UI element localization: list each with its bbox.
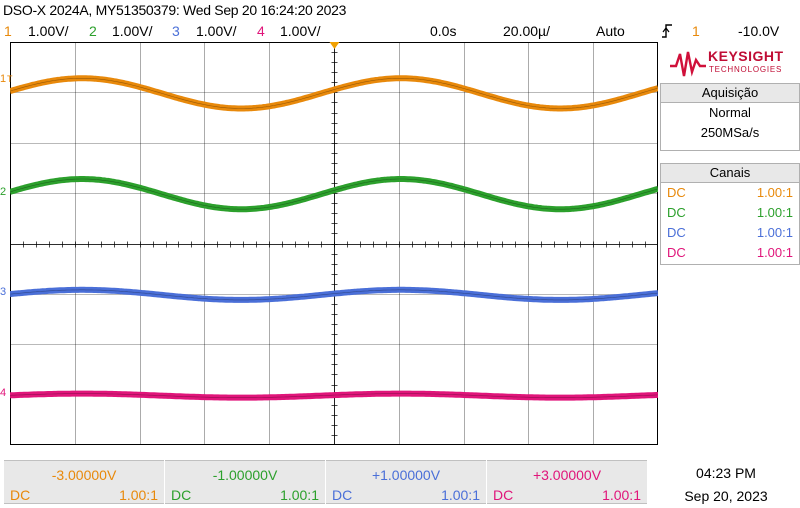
sample-rate: 250MSa/s bbox=[700, 125, 760, 140]
ch2-bottom-ratio: 1.00:1 bbox=[280, 487, 319, 503]
ch2-scale[interactable]: 1.00V/ bbox=[112, 23, 153, 39]
brand-sub: TECHNOLOGIES bbox=[709, 65, 783, 74]
ch1-ground-marker[interactable]: 1 bbox=[0, 73, 6, 85]
ch2-ground-marker[interactable]: 2 bbox=[0, 186, 6, 198]
ch2-waveform bbox=[9, 176, 659, 213]
channels-row-2[interactable]: DC 1.00:1 bbox=[661, 203, 799, 223]
trigger-mode[interactable]: Auto bbox=[596, 23, 625, 39]
acquisition-header: Aquisição bbox=[661, 84, 799, 103]
ch3-ground-marker[interactable]: 3 bbox=[0, 286, 6, 298]
rising-edge-icon[interactable] bbox=[661, 22, 673, 43]
ch4-scale[interactable]: 1.00V/ bbox=[280, 23, 321, 39]
ch3-waveform-noise bbox=[9, 289, 659, 301]
ch1-offset-softkey[interactable]: -3.00000V DC 1.00:1 bbox=[4, 460, 164, 504]
clock-time: 04:23 PM bbox=[696, 465, 756, 481]
trigger-marker-label: T bbox=[7, 74, 13, 84]
ch2-marker-label: 2 bbox=[0, 186, 7, 198]
ch1-waveform bbox=[9, 75, 659, 112]
ch1-bottom-coupling: DC bbox=[10, 487, 31, 503]
timebase[interactable]: 20.00µ/ bbox=[503, 23, 550, 39]
ch1-offset: -3.00000V bbox=[51, 467, 117, 483]
ch1-marker-label: 1 bbox=[0, 73, 7, 85]
ch4-bottom-ratio: 1.00:1 bbox=[602, 487, 641, 503]
ch4-bottom-coupling: DC bbox=[493, 487, 514, 503]
ch3-waveform bbox=[9, 286, 659, 303]
ch2-coupling: DC bbox=[667, 205, 686, 220]
channels-row-3[interactable]: DC 1.00:1 bbox=[661, 223, 799, 243]
ch3-offset-softkey[interactable]: +1.00000V DC 1.00:1 bbox=[326, 460, 486, 504]
ch4-number[interactable]: 4 bbox=[257, 23, 265, 39]
trigger-level[interactable]: -10.0V bbox=[738, 23, 780, 39]
ch1-bottom-ratio: 1.00:1 bbox=[119, 487, 158, 503]
ch1-scale[interactable]: 1.00V/ bbox=[28, 23, 69, 39]
ch1-number[interactable]: 1 bbox=[4, 23, 12, 39]
ch4-waveform bbox=[9, 390, 659, 401]
ch4-ground-marker[interactable]: 4 bbox=[0, 387, 6, 399]
ch3-coupling: DC bbox=[667, 225, 686, 240]
ch3-marker-label: 3 bbox=[0, 286, 7, 298]
channel-scale-bar: 1 1.00V/ 2 1.00V/ 3 1.00V/ 4 1.00V/ 0.0s… bbox=[0, 22, 800, 42]
trigger-level-marker[interactable]: T bbox=[7, 74, 13, 84]
ch4-probe-ratio: 1.00:1 bbox=[756, 245, 793, 260]
graticule bbox=[9, 42, 659, 446]
waveform-display[interactable] bbox=[9, 42, 659, 446]
channels-header: Canais bbox=[661, 164, 799, 183]
ch3-probe-ratio: 1.00:1 bbox=[756, 225, 793, 240]
clock-date: Sep 20, 2023 bbox=[684, 488, 768, 504]
ch1-probe-ratio: 1.00:1 bbox=[756, 185, 793, 200]
ch2-waveform-noise bbox=[9, 178, 659, 210]
brand-name: KEYSIGHT bbox=[708, 48, 784, 64]
trigger-position-marker bbox=[329, 42, 340, 49]
time-delay[interactable]: 0.0s bbox=[430, 23, 457, 39]
ch4-offset-softkey[interactable]: +3.00000V DC 1.00:1 bbox=[487, 460, 647, 504]
ch1-coupling: DC bbox=[667, 185, 686, 200]
ch2-probe-ratio: 1.00:1 bbox=[756, 205, 793, 220]
title-bar: DSO-X 2024A, MY51350379: Wed Sep 20 16:2… bbox=[0, 0, 800, 22]
channels-row-4[interactable]: DC 1.00:1 bbox=[661, 243, 799, 263]
ch4-marker-label: 4 bbox=[0, 387, 7, 399]
softkey-bar: -3.00000V DC 1.00:1 -1.00000V DC 1.00:1 … bbox=[0, 456, 800, 504]
ch3-scale[interactable]: 1.00V/ bbox=[196, 23, 237, 39]
ch2-offset-softkey[interactable]: -1.00000V DC 1.00:1 bbox=[165, 460, 325, 504]
keysight-wave-icon bbox=[670, 51, 706, 77]
acquisition-mode: Normal bbox=[709, 105, 751, 120]
ch2-bottom-coupling: DC bbox=[171, 487, 192, 503]
ch3-offset: +1.00000V bbox=[371, 467, 441, 483]
trigger-source[interactable]: 1 bbox=[692, 23, 700, 39]
ch2-number[interactable]: 2 bbox=[89, 23, 97, 39]
channels-row-1[interactable]: DC 1.00:1 bbox=[661, 183, 799, 203]
ch4-offset: +3.00000V bbox=[532, 467, 602, 483]
ch4-waveform-noise bbox=[9, 393, 659, 398]
ch3-bottom-ratio: 1.00:1 bbox=[441, 487, 480, 503]
ch4-coupling: DC bbox=[667, 245, 686, 260]
scope-title: DSO-X 2024A, MY51350379: Wed Sep 20 16:2… bbox=[3, 2, 347, 18]
clock: 04:23 PM Sep 20, 2023 bbox=[676, 462, 776, 508]
acquisition-panel[interactable]: Aquisição Normal 250MSa/s bbox=[660, 83, 800, 151]
channels-panel[interactable]: Canais DC 1.00:1 DC 1.00:1 DC 1.00:1 DC … bbox=[660, 163, 800, 265]
ch1-waveform-noise bbox=[9, 78, 659, 109]
ch3-number[interactable]: 3 bbox=[172, 23, 180, 39]
keysight-logo: KEYSIGHT TECHNOLOGIES bbox=[660, 42, 798, 82]
ch3-bottom-coupling: DC bbox=[332, 487, 353, 503]
ch2-offset: -1.00000V bbox=[212, 467, 278, 483]
